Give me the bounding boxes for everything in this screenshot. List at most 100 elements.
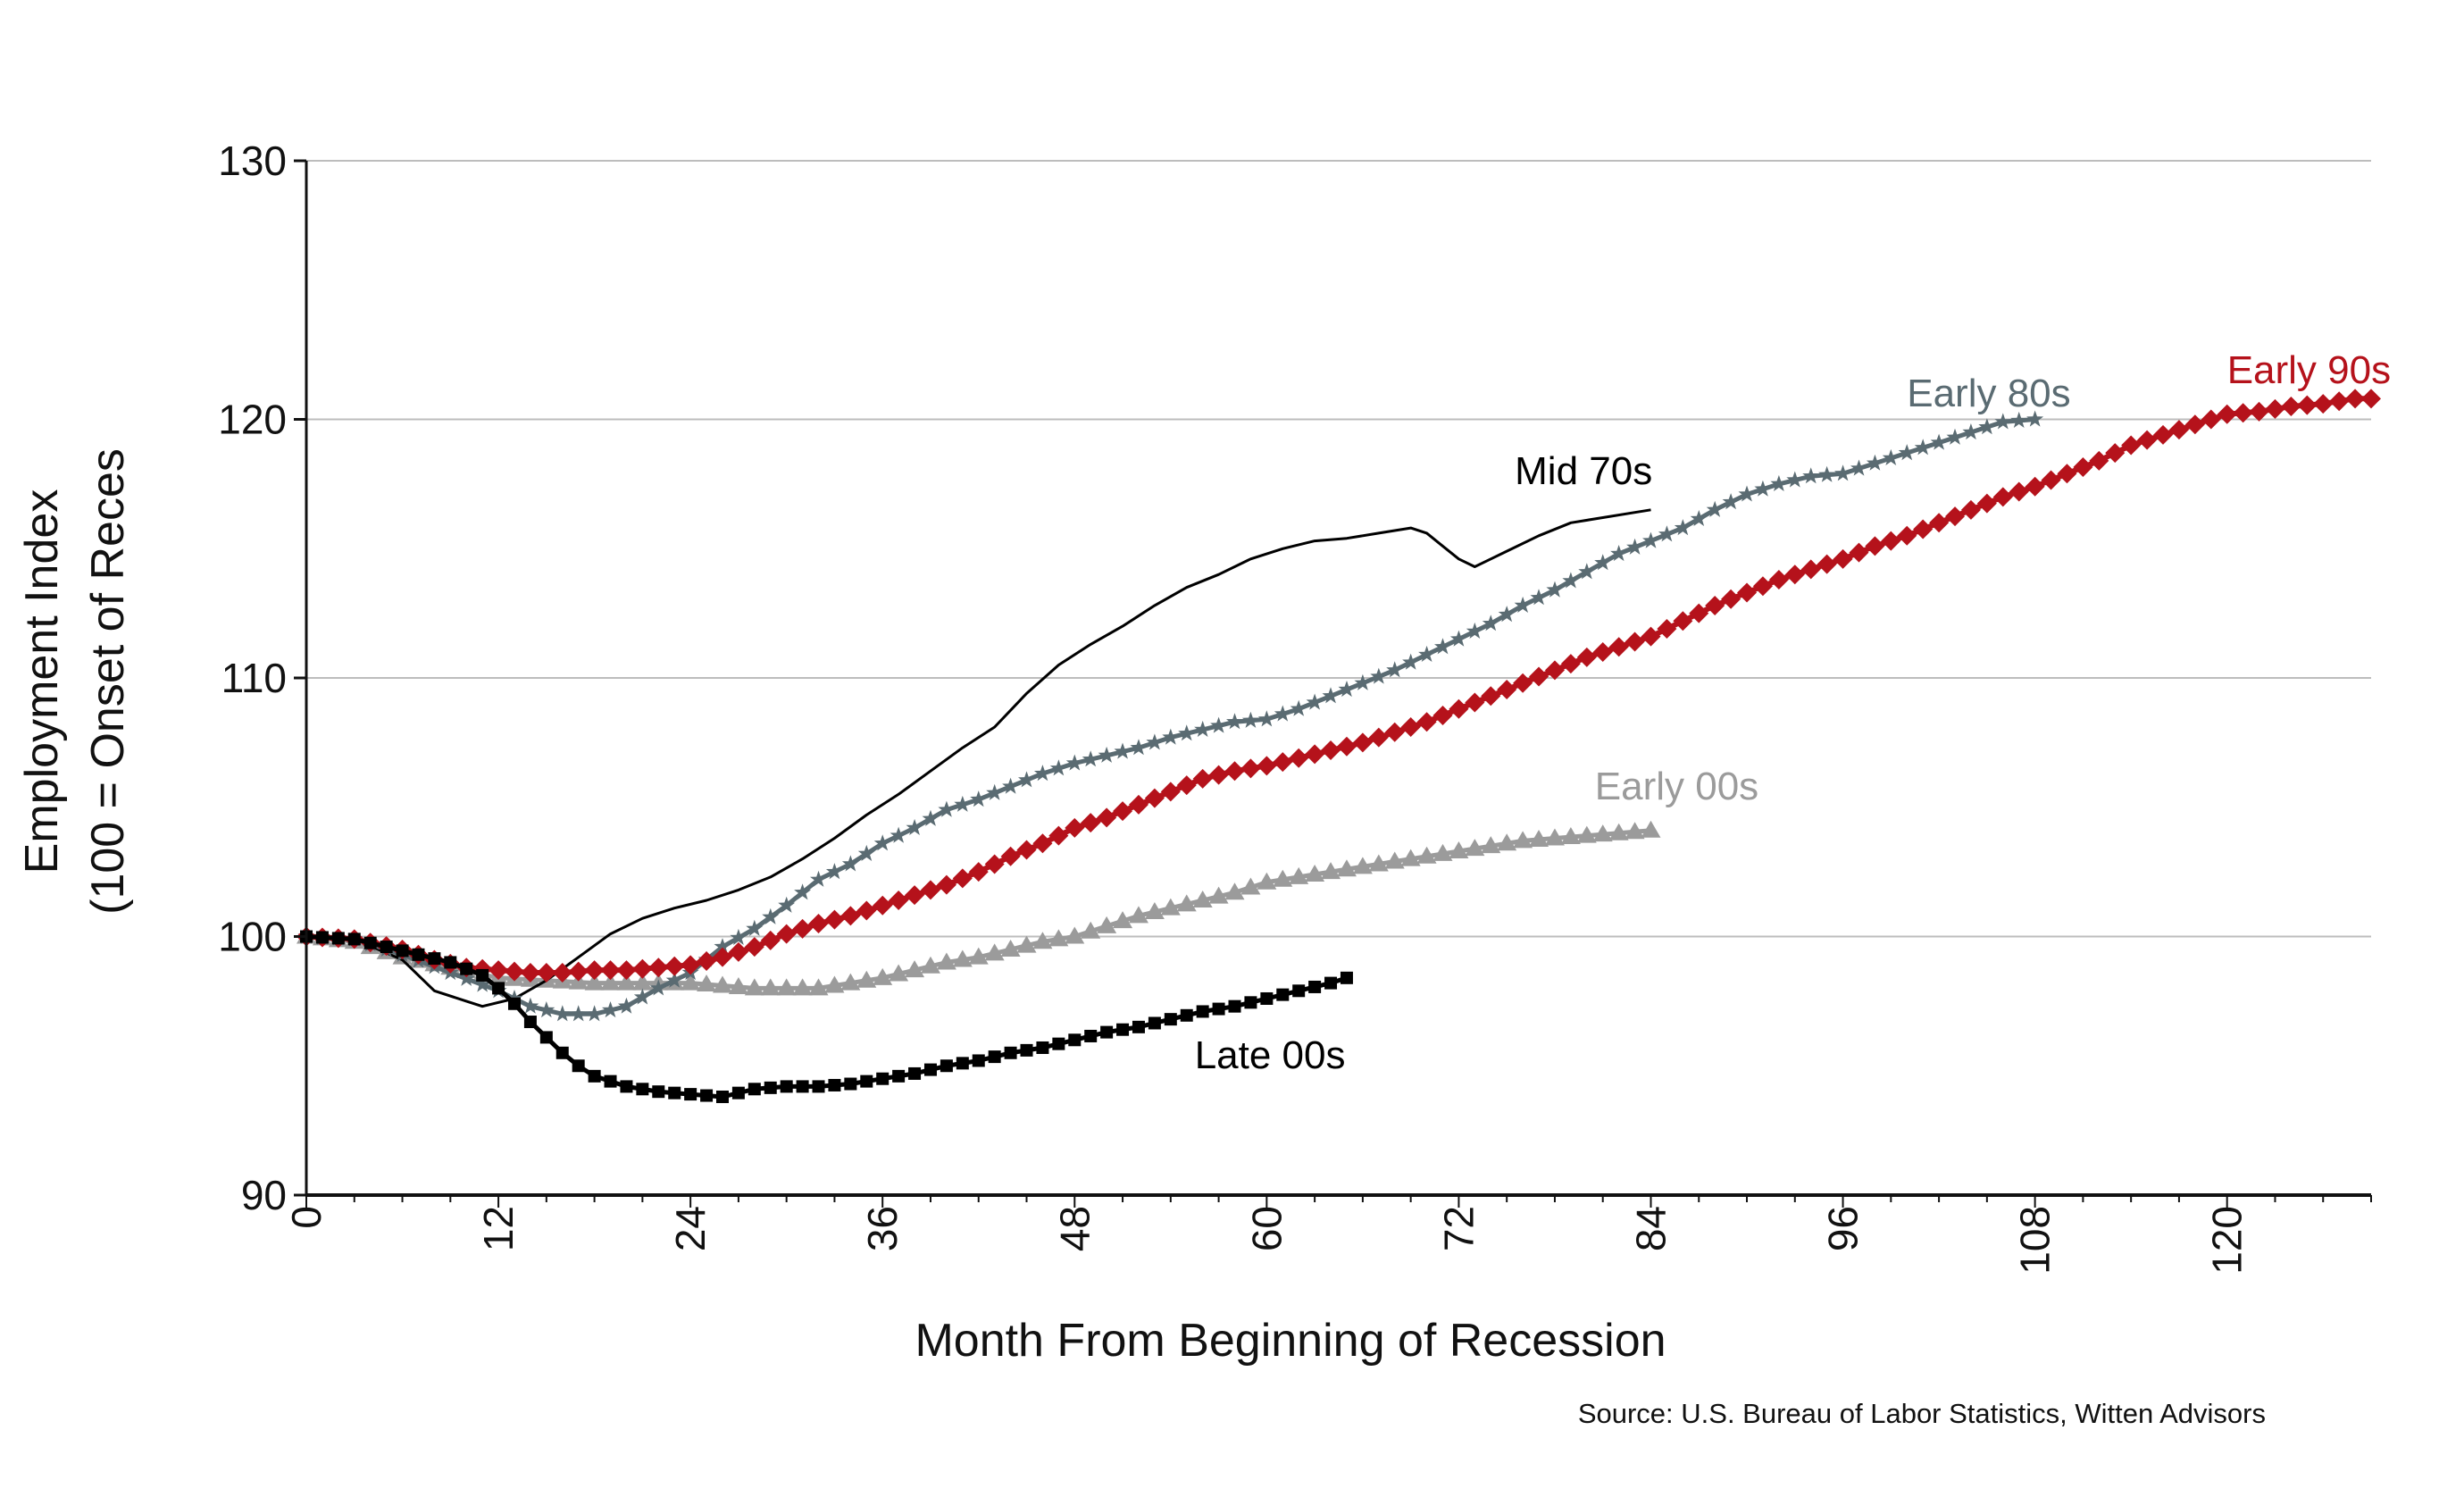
data-point-early-90s xyxy=(1657,618,1677,639)
data-point-early-80s xyxy=(1065,754,1083,771)
data-point-early-80s xyxy=(1994,413,2012,430)
data-point-early-00s xyxy=(952,949,973,967)
data-point-early-00s xyxy=(1336,859,1357,877)
data-point-early-90s xyxy=(1097,807,1117,828)
data-point-early-00s xyxy=(1097,916,1117,933)
data-point-early-90s xyxy=(1240,758,1261,779)
data-point-early-90s xyxy=(1689,603,1709,623)
data-point-early-80s xyxy=(794,883,812,900)
data-point-early-00s xyxy=(1048,929,1069,947)
data-point-early-80s xyxy=(1914,439,1932,456)
data-point-early-90s xyxy=(1368,727,1389,748)
data-point-early-90s xyxy=(1081,813,1101,833)
data-point-late-00s xyxy=(1228,999,1241,1013)
data-point-late-00s xyxy=(684,1088,697,1101)
data-point-late-00s xyxy=(876,1072,890,1085)
data-point-early-90s xyxy=(920,880,940,900)
data-point-early-90s xyxy=(936,874,956,895)
data-point-early-00s xyxy=(1289,866,1309,884)
data-point-early-90s xyxy=(1144,788,1165,808)
data-point-early-80s xyxy=(954,795,972,812)
data-point-early-80s xyxy=(1930,433,1948,450)
data-point-early-80s xyxy=(1898,444,1916,461)
data-point-early-90s xyxy=(2281,397,2301,417)
data-point-early-80s xyxy=(873,834,891,851)
data-point-early-90s xyxy=(968,862,989,882)
data-point-early-90s xyxy=(568,961,589,982)
data-point-early-80s xyxy=(1114,742,1132,759)
data-point-early-00s xyxy=(1592,824,1613,842)
data-point-early-90s xyxy=(1208,765,1229,785)
data-point-early-00s xyxy=(1321,862,1341,880)
data-point-early-00s xyxy=(1352,857,1373,874)
data-point-early-00s xyxy=(920,956,940,974)
data-point-early-00s xyxy=(936,952,956,970)
data-point-early-80s xyxy=(1642,531,1659,548)
data-point-early-90s xyxy=(1960,499,1981,520)
series-label-early-00s: Early 00s xyxy=(1595,765,1758,808)
data-point-early-90s xyxy=(1849,542,1869,563)
data-point-early-90s xyxy=(2153,424,2174,445)
data-point-late-00s xyxy=(1244,996,1257,1009)
x-tick-label-60: 60 xyxy=(1243,1206,1290,1251)
data-point-early-00s xyxy=(632,973,653,991)
data-point-early-80s xyxy=(890,826,907,843)
data-point-early-80s xyxy=(1434,638,1451,655)
data-point-early-00s xyxy=(856,970,877,988)
data-point-early-00s xyxy=(1305,865,1325,882)
data-point-late-00s xyxy=(620,1080,633,1093)
data-point-late-00s xyxy=(1212,1002,1225,1016)
data-point-early-80s xyxy=(602,1001,619,1018)
data-point-early-90s xyxy=(536,963,556,983)
data-point-early-80s xyxy=(1098,746,1115,763)
data-point-early-90s xyxy=(1513,673,1533,693)
data-point-late-00s xyxy=(380,941,393,954)
data-point-early-90s xyxy=(808,914,829,934)
data-point-early-90s xyxy=(1416,712,1437,732)
data-point-early-80s xyxy=(857,844,875,861)
x-tick-label-120: 120 xyxy=(2204,1206,2251,1275)
data-point-early-80s xyxy=(1978,418,1996,435)
x-tick-label-108: 108 xyxy=(2012,1206,2059,1275)
data-point-early-80s xyxy=(1674,519,1691,536)
data-point-early-80s xyxy=(1882,448,1900,465)
data-point-late-00s xyxy=(636,1083,649,1096)
data-point-early-90s xyxy=(1833,548,1853,569)
data-point-early-80s xyxy=(1946,428,1964,445)
data-point-early-80s xyxy=(938,800,956,817)
y-tick-label-100: 100 xyxy=(218,914,287,960)
data-point-early-90s xyxy=(824,909,845,930)
data-point-early-90s xyxy=(2121,435,2142,456)
series-line-early-90s xyxy=(305,396,2371,975)
data-point-early-90s xyxy=(1529,666,1549,687)
data-point-early-80s xyxy=(554,1005,572,1022)
data-point-early-00s xyxy=(1000,939,1021,957)
y-axis-title-line1: Employment Index xyxy=(16,489,68,874)
data-point-late-00s xyxy=(444,956,457,969)
data-point-early-00s xyxy=(1081,921,1101,939)
series-labels: Mid 70s Early 80s Early 90s Early 00s Late 0… xyxy=(1195,348,2391,1077)
data-point-early-00s xyxy=(1576,825,1597,843)
data-point-early-80s xyxy=(1498,606,1516,623)
data-point-late-00s xyxy=(396,944,409,958)
data-point-early-00s xyxy=(697,974,717,992)
data-point-early-00s xyxy=(1192,890,1213,907)
data-point-early-00s xyxy=(1497,833,1517,851)
data-point-late-00s xyxy=(588,1069,601,1083)
data-point-late-00s xyxy=(460,962,473,975)
series-label-early-90s: Early 90s xyxy=(2227,348,2391,392)
data-point-late-00s xyxy=(780,1080,793,1093)
data-point-late-00s xyxy=(1084,1029,1098,1042)
data-point-late-00s xyxy=(523,1016,537,1029)
data-point-early-80s xyxy=(1049,759,1067,776)
data-point-early-00s xyxy=(1384,851,1405,869)
data-point-early-80s xyxy=(778,896,796,913)
data-point-late-00s xyxy=(1068,1033,1082,1047)
data-point-early-90s xyxy=(697,951,717,972)
data-point-early-90s xyxy=(1048,825,1069,846)
data-point-late-00s xyxy=(860,1075,873,1088)
series-mid-70s xyxy=(305,508,1651,1008)
y-tick-label-90: 90 xyxy=(241,1172,287,1218)
data-point-early-80s xyxy=(1418,645,1436,662)
